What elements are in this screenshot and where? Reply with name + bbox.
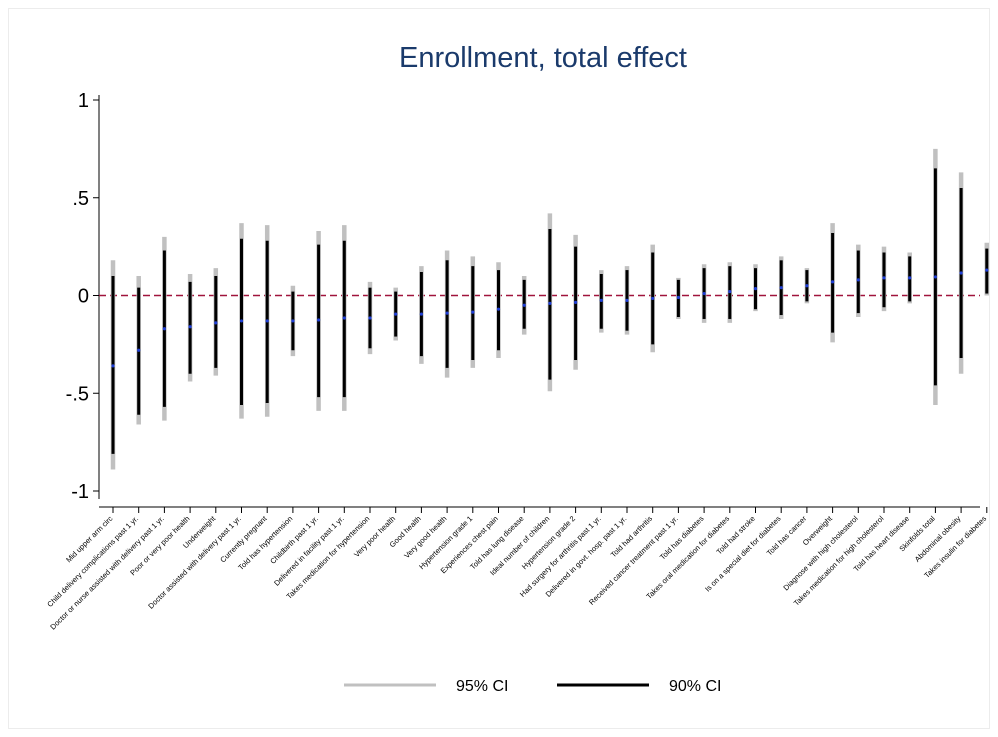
legend: 95% CI 90% CI <box>344 678 721 695</box>
y-tick-label: 0 <box>78 286 89 308</box>
point-estimate <box>471 310 475 314</box>
point-estimate <box>574 300 578 304</box>
point-estimate <box>445 311 449 315</box>
point-estimate <box>959 271 963 275</box>
point-estimate <box>419 312 423 316</box>
point-estimate <box>908 276 912 280</box>
point-estimate <box>702 291 706 296</box>
point-estimate <box>239 319 244 323</box>
y-tick-label: -.5 <box>66 383 89 405</box>
point-estimate <box>831 280 835 284</box>
point-estimate <box>265 319 269 323</box>
point-estimate <box>548 301 552 305</box>
x-tick-label: Currently pregnant <box>218 513 269 564</box>
point-estimate <box>368 316 372 320</box>
point-estimate <box>805 284 809 288</box>
x-tick-label: Doctor or nurse assisted with delivery p… <box>48 514 165 631</box>
point-estimate <box>753 287 758 291</box>
y-tick-label: -1 <box>71 481 89 503</box>
point-estimate <box>162 327 166 331</box>
x-tick-label: Abdominal obesity <box>913 514 963 564</box>
point-estimate <box>317 318 321 322</box>
point-estimate <box>933 275 938 279</box>
legend-label: 90% CI <box>669 678 721 695</box>
legend-label: 95% CI <box>456 678 508 695</box>
chart-title: Enrollment, total effect <box>399 42 687 74</box>
point-estimate <box>137 348 141 352</box>
point-estimate <box>676 295 681 300</box>
point-estimate <box>651 296 655 301</box>
point-estimate <box>111 364 115 368</box>
x-tick-label: Mid upper arm circ <box>64 514 114 564</box>
y-tick-label: .5 <box>72 188 89 210</box>
point-estimate <box>496 307 501 311</box>
point-estimate <box>779 286 783 290</box>
x-tick-label: Told has diabetes <box>658 514 706 562</box>
point-estimate <box>394 312 398 316</box>
point-estimate <box>856 278 860 282</box>
chart-border <box>8 8 990 729</box>
point-estimate <box>342 316 346 320</box>
point-estimate <box>522 303 526 307</box>
point-estimate <box>599 298 603 302</box>
point-estimate <box>728 289 732 294</box>
point-estimate <box>882 276 886 280</box>
y-tick-label: 1 <box>78 90 89 112</box>
x-tick-label: Doctor assisted with delivery past 1 yr. <box>146 514 243 611</box>
point-estimate <box>985 268 989 272</box>
point-estimate <box>625 298 629 302</box>
point-estimate <box>214 321 218 325</box>
point-estimate <box>188 325 192 329</box>
point-estimate <box>291 319 295 323</box>
